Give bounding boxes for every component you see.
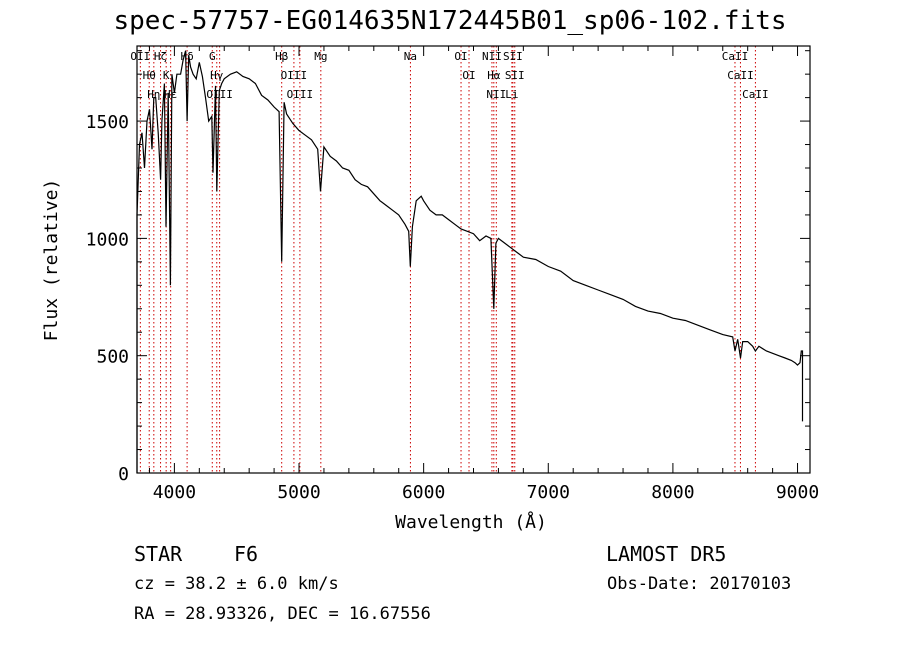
y-tick-label: 1500 xyxy=(86,112,129,133)
y-axis-label: Flux (relative) xyxy=(41,179,62,342)
line-mark-label: CaII xyxy=(722,50,749,63)
y-tick-label: 1000 xyxy=(86,229,129,250)
line-mark-label: CaII xyxy=(742,88,769,101)
line-mark-label: CaII xyxy=(727,69,754,82)
object-subclass: F6 xyxy=(234,542,259,566)
line-mark-label: OI xyxy=(454,50,467,63)
line-mark-label: Hθ xyxy=(143,69,156,82)
observation-date: Obs-Date: 20170103 xyxy=(607,574,792,594)
line-mark-label: OII xyxy=(130,50,150,63)
line-mark-label: Mg xyxy=(314,50,327,63)
line-mark-label: Li xyxy=(505,88,518,101)
x-tick-label: 6000 xyxy=(402,482,445,503)
line-mark-label: SII xyxy=(505,69,525,82)
y-tick-label: 0 xyxy=(118,464,129,485)
x-tick-label: 8000 xyxy=(651,482,694,503)
line-mark-label: Hζ xyxy=(154,50,167,63)
line-mark-label: OIII xyxy=(287,88,314,101)
line-mark-label: K xyxy=(163,69,170,82)
spectrum-line xyxy=(136,50,804,473)
line-mark-label: Na xyxy=(404,50,417,63)
x-axis-label: Wavelength (Å) xyxy=(395,511,547,533)
y-tick-label: 500 xyxy=(96,347,129,368)
line-mark-label: Hβ xyxy=(275,50,289,63)
coordinates: RA = 28.93326, DEC = 16.67556 xyxy=(134,604,431,624)
x-tick-label: 7000 xyxy=(527,482,570,503)
line-mark-label: Hα xyxy=(487,69,501,82)
line-mark-label: NII xyxy=(482,50,502,63)
line-mark-label: G xyxy=(209,50,216,63)
redshift-cz: cz = 38.2 ± 6.0 km/s xyxy=(134,574,339,594)
chart-title: spec-57757-EG014635N172445B01_sp06-102.f… xyxy=(113,6,787,36)
plot-frame xyxy=(136,45,811,474)
line-mark-label: Hγ xyxy=(210,69,224,82)
line-mark-label: Hη xyxy=(147,88,160,101)
line-mark-label: OI xyxy=(462,69,475,82)
x-tick-label: 4000 xyxy=(153,482,196,503)
x-tick-label: 5000 xyxy=(277,482,320,503)
x-tick-label: 9000 xyxy=(776,482,819,503)
line-mark-label: SII xyxy=(503,50,523,63)
line-mark-label: NII xyxy=(486,88,506,101)
line-mark-label: OIII xyxy=(281,69,308,82)
object-class: STAR xyxy=(134,542,183,566)
survey-name: LAMOST DR5 xyxy=(606,542,727,566)
